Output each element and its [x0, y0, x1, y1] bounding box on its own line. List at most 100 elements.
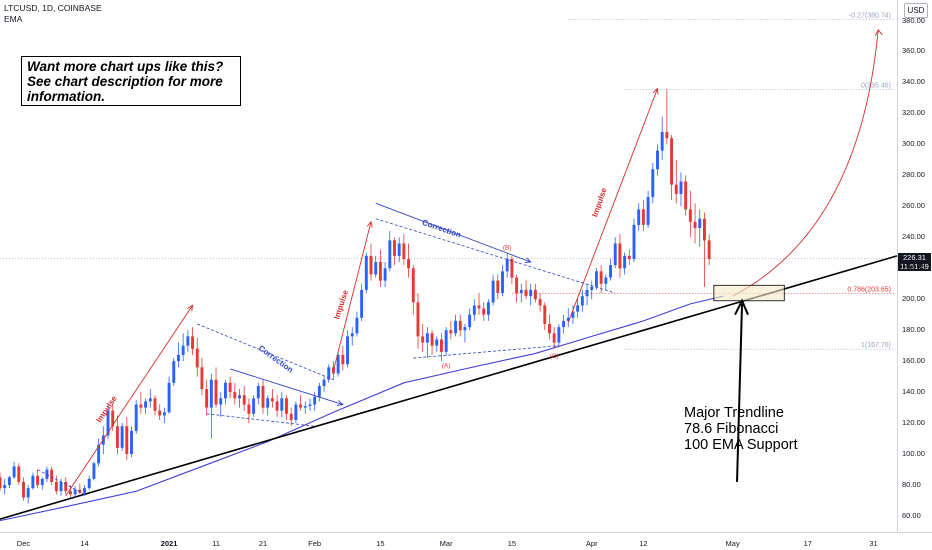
candle: [360, 289, 364, 318]
impulse-label-3: Impulse: [590, 186, 609, 218]
correction-2-upper: [375, 218, 616, 294]
candle: [172, 361, 176, 383]
date-tick: Mar: [439, 539, 453, 548]
candle: [73, 489, 77, 495]
candle: [209, 379, 213, 408]
candle: [266, 398, 270, 408]
currency-button[interactable]: USD: [904, 3, 928, 18]
candle: [50, 469, 54, 482]
candle: [613, 243, 617, 266]
candle: [195, 348, 199, 368]
candle: [435, 339, 439, 346]
date-tick: 31: [869, 539, 878, 548]
candle: [275, 401, 279, 411]
date-tick: 12: [639, 539, 648, 548]
date-tick: 11: [212, 539, 220, 548]
candle: [369, 255, 373, 275]
candle: [247, 404, 251, 414]
candle: [97, 444, 101, 464]
candle: [322, 379, 326, 386]
candle: [543, 305, 547, 324]
price-tick: 240.00: [902, 232, 925, 242]
candle: [454, 320, 458, 334]
candle: [346, 336, 349, 365]
candle: [83, 488, 86, 493]
candle: [670, 138, 674, 185]
candle: [416, 302, 420, 337]
candle: [482, 308, 486, 315]
candle: [486, 302, 490, 315]
candle: [59, 481, 63, 492]
candle: [17, 466, 21, 482]
date-tick: May: [725, 539, 740, 548]
candle: [439, 339, 443, 352]
candle: [317, 385, 321, 397]
candle: [519, 289, 523, 294]
candle: [421, 336, 425, 343]
support-line-3: 100 EMA Support: [684, 437, 798, 453]
candle: [0, 477, 2, 489]
candle: [148, 398, 152, 402]
candle: [693, 221, 697, 228]
candle: [538, 299, 542, 306]
correction-2-lower: [413, 345, 559, 359]
candle: [331, 367, 335, 374]
candle: [585, 289, 589, 297]
candle: [186, 336, 190, 346]
candle: [78, 489, 82, 493]
candle: [106, 410, 110, 436]
candle: [228, 382, 232, 393]
candle: [449, 330, 453, 334]
impulse-arrow-1-head: [187, 304, 194, 312]
candle: [590, 286, 594, 290]
candle: [308, 404, 312, 407]
candle: [656, 150, 659, 170]
support-zone-box: [713, 284, 785, 302]
candle: [491, 280, 495, 303]
candle: [618, 243, 622, 269]
candle: [68, 491, 72, 495]
candle: [256, 385, 260, 399]
price-tick: 60.00: [902, 511, 921, 520]
date-tick: 15: [376, 539, 385, 548]
last-price-badge: 226.31 11:51:49: [898, 253, 931, 271]
candle: [533, 289, 537, 300]
candle: [350, 333, 354, 337]
candle: [609, 265, 612, 278]
candle: [515, 277, 519, 294]
candle: [289, 413, 293, 420]
candle: [571, 311, 575, 318]
projection-curve: [732, 29, 879, 297]
support-line-2: 78.6 Fibonacci: [684, 421, 779, 437]
candle: [397, 243, 401, 256]
correction-arrow-2-head: [524, 257, 532, 264]
candle: [219, 398, 223, 405]
bar-countdown: 11:51:49: [900, 262, 929, 271]
price-tick: 200.00: [902, 294, 925, 304]
price-tick: 80.00: [902, 480, 921, 490]
date-tick: 15: [507, 539, 517, 548]
candle: [599, 271, 603, 284]
candle: [181, 345, 185, 355]
impulse-arrow-3-head: [652, 87, 659, 95]
impulse-arrow-2-head: [366, 220, 373, 228]
candle: [92, 463, 96, 479]
candle: [660, 131, 664, 151]
candle: [242, 395, 246, 405]
candle: [604, 277, 608, 284]
promo-line-1: Want more chart ups like this?: [27, 59, 224, 74]
candle: [3, 485, 7, 489]
candle: [393, 240, 396, 256]
candle: [665, 131, 669, 139]
date-tick: 14: [80, 539, 89, 548]
candle: [458, 320, 462, 331]
candle: [637, 209, 641, 225]
candle: [285, 398, 288, 414]
candle: [472, 305, 476, 315]
candle: [468, 314, 472, 328]
candle: [270, 398, 274, 402]
candle: [477, 305, 481, 309]
candle: [698, 218, 702, 228]
impulse-arrow-1: [65, 305, 193, 497]
